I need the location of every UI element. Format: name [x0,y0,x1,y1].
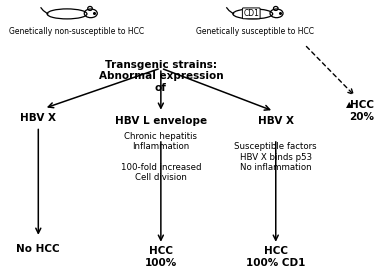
Text: HBV L envelope: HBV L envelope [115,116,207,126]
Text: HCC
100% CD1: HCC 100% CD1 [246,246,306,268]
Text: HCC
100%: HCC 100% [145,246,177,268]
Text: Genetically non-susceptible to HCC: Genetically non-susceptible to HCC [9,28,144,36]
Text: Genetically susceptible to HCC: Genetically susceptible to HCC [196,28,314,36]
Text: Chronic hepatitis
Inflammation

100-fold increased
Cell division: Chronic hepatitis Inflammation 100-fold … [121,132,201,182]
Text: HBV X: HBV X [20,113,56,123]
Text: No HCC: No HCC [16,244,60,254]
Text: HCC
20%: HCC 20% [349,100,375,122]
Text: ▲: ▲ [347,100,353,109]
Text: HBV X: HBV X [258,116,294,126]
Text: Transgenic strains:
Abnormal expression
of: Transgenic strains: Abnormal expression … [98,60,223,93]
Text: CD1: CD1 [243,9,259,18]
Text: Susceptible factors
HBV X binds p53
No inflammation: Susceptible factors HBV X binds p53 No i… [234,142,317,172]
